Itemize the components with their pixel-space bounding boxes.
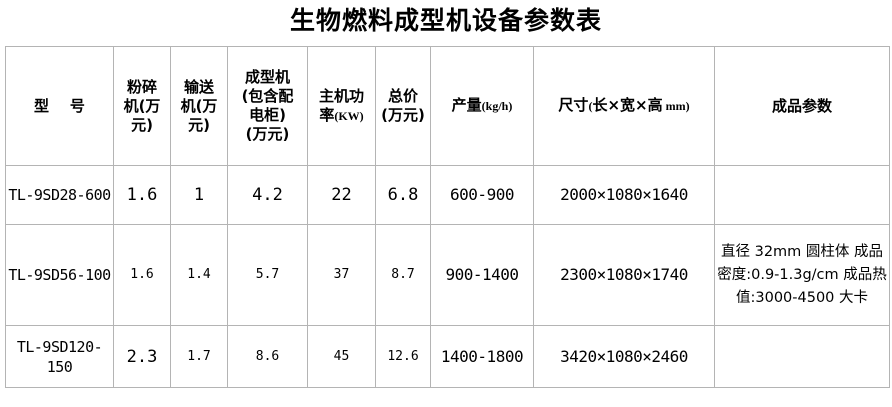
- column-header-output: 产量(kg/h): [430, 46, 534, 166]
- power-header-unit: (KW): [334, 108, 364, 123]
- cell-conveyor: 1: [170, 165, 228, 225]
- cell-size: 3420×1080×2460: [533, 325, 715, 388]
- cell-former: 4.2: [227, 165, 308, 225]
- former-header-line3: 电柜): [249, 106, 286, 124]
- cell-output: 600-900: [430, 165, 534, 225]
- crusher-header-line3: 元): [131, 115, 153, 134]
- cell-size: 2000×1080×1640: [533, 165, 715, 225]
- cell-total-price: 6.8: [375, 165, 431, 225]
- cell-model: TL-9SD56-100: [5, 224, 114, 326]
- output-header-label: 产量: [451, 96, 482, 114]
- cell-output: 1400-1800: [430, 325, 534, 388]
- column-header-conveyor: 输送 机(万 元): [170, 46, 228, 166]
- cell-model: TL-9SD120-150: [5, 325, 114, 388]
- output-header-unit: (kg/h): [481, 99, 513, 113]
- cell-crusher: 1.6: [113, 165, 171, 225]
- cell-former: 8.6: [227, 325, 308, 388]
- former-header-line2: (包含配: [241, 87, 294, 105]
- power-header-line1: 主机功: [318, 86, 364, 105]
- column-header-finished: 成品参数: [714, 46, 890, 166]
- conveyor-header-line1: 输送: [183, 77, 214, 96]
- cell-power: 37: [307, 224, 376, 326]
- column-header-total-price: 总价 (万元): [375, 46, 431, 166]
- table-header-row: 型 号 粉碎 机(万 元) 输送 机(万 元) 成型机 (包含配 电柜) (万元…: [5, 46, 890, 166]
- cell-finished: [714, 165, 890, 225]
- table-row: TL-9SD120-150 2.3 1.7 8.6 45 12.6 1400-1…: [5, 325, 890, 388]
- power-header-line2: 率: [319, 105, 335, 124]
- conveyor-header-line3: 元): [188, 115, 210, 134]
- cell-model: TL-9SD28-600: [5, 165, 114, 225]
- table-row: TL-9SD56-100 1.6 1.4 5.7 37 8.7 900-1400…: [5, 224, 890, 326]
- cell-output: 900-1400: [430, 224, 534, 326]
- size-header-unit: mm): [662, 99, 690, 113]
- equipment-parameter-table: 型 号 粉碎 机(万 元) 输送 机(万 元) 成型机 (包含配 电柜) (万元…: [5, 46, 890, 388]
- column-header-former: 成型机 (包含配 电柜) (万元): [227, 46, 308, 166]
- column-header-model: 型 号: [5, 46, 114, 166]
- column-header-power: 主机功 率(KW): [307, 46, 376, 166]
- cell-power: 45: [307, 325, 376, 388]
- cell-conveyor: 1.7: [170, 325, 228, 388]
- conveyor-header-line2: 机(万: [180, 96, 218, 115]
- size-header-dims: 长×宽×高: [592, 96, 663, 114]
- finished-parameters-text: 直径 32mm 圆柱体 成品密度:0.9-1.3g/cm 成品热值:3000-4…: [717, 243, 887, 306]
- cell-former: 5.7: [227, 224, 308, 326]
- former-header-line1: 成型机: [244, 68, 290, 86]
- page-title: 生物燃料成型机设备参数表: [289, 6, 602, 35]
- cell-crusher: 2.3: [113, 325, 171, 388]
- column-header-size: 尺寸(长×宽×高 mm): [533, 46, 715, 166]
- former-header-line4: (万元): [245, 125, 290, 143]
- cell-size: 2300×1080×1740: [533, 224, 715, 326]
- size-header-paren-open: (: [588, 99, 593, 113]
- cell-power: 22: [307, 165, 376, 225]
- cell-finished: [714, 325, 890, 388]
- cell-total-price: 12.6: [375, 325, 431, 388]
- total-price-header-line2: (万元): [381, 106, 425, 124]
- crusher-header-line2: 机(万: [123, 96, 161, 115]
- cell-finished: 直径 32mm 圆柱体 成品密度:0.9-1.3g/cm 成品热值:3000-4…: [714, 224, 890, 326]
- column-header-crusher: 粉碎 机(万 元): [113, 46, 171, 166]
- crusher-header-line1: 粉碎: [126, 77, 157, 96]
- cell-conveyor: 1.4: [170, 224, 228, 326]
- total-price-header-line1: 总价: [387, 87, 418, 105]
- cell-crusher: 1.6: [113, 224, 171, 326]
- table-row: TL-9SD28-600 1.6 1 4.2 22 6.8 600-900 20…: [5, 165, 890, 225]
- size-header-label: 尺寸: [558, 96, 589, 114]
- cell-total-price: 8.7: [375, 224, 431, 326]
